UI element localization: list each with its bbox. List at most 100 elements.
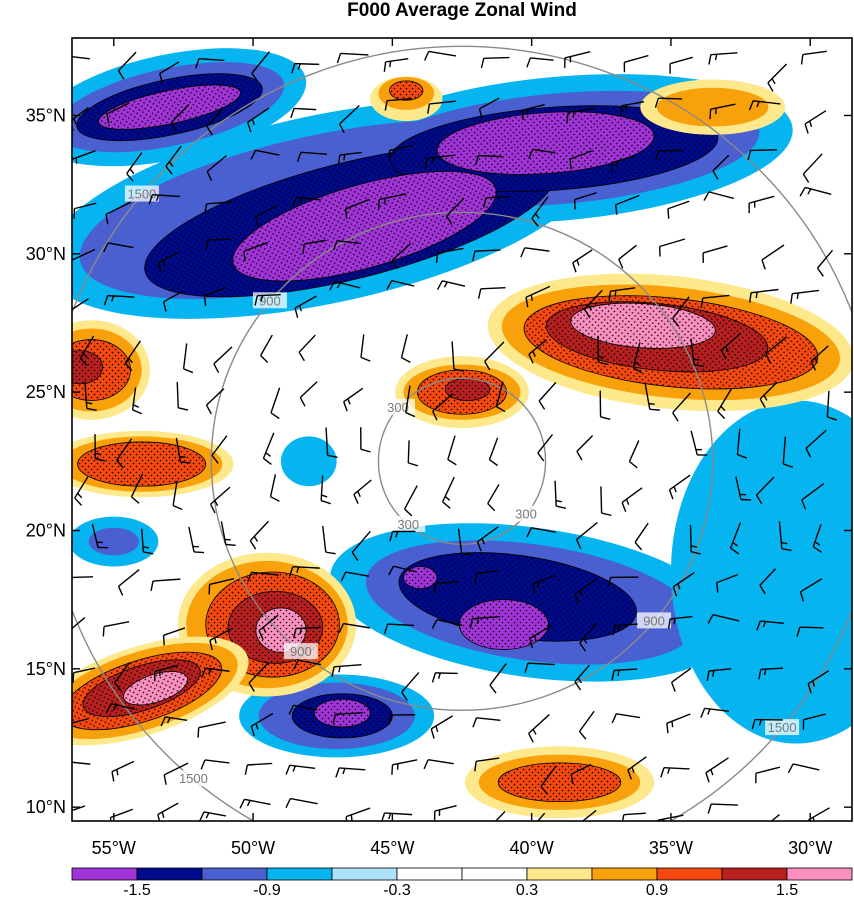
wind-barb [608, 287, 636, 302]
range-label-bg [252, 292, 287, 309]
wind-barb [296, 151, 327, 162]
range-circle-label: 900 [643, 613, 665, 628]
wind-barb [337, 151, 362, 166]
wind-barb [336, 52, 369, 64]
wind-barb [474, 154, 503, 166]
wind-barb [476, 526, 499, 552]
wind-barb [294, 295, 317, 318]
wind-barb [802, 713, 826, 730]
wind-barb [801, 483, 825, 510]
wind-barb [353, 479, 372, 504]
wind-barb [666, 713, 691, 734]
wind-barb [130, 473, 144, 504]
wind-barb [751, 718, 783, 730]
wind-barb [243, 241, 269, 262]
range-circle-300 [377, 377, 547, 546]
wind-barb [72, 150, 96, 170]
wind-barb [94, 434, 106, 462]
wind-barb [474, 757, 500, 772]
y-tick-label: 10°N [26, 797, 66, 817]
wind-barb [391, 759, 418, 775]
wind-barb [632, 342, 643, 374]
range-label-bg [509, 505, 544, 522]
wind-barb [800, 50, 827, 65]
range-label-bg [283, 643, 318, 660]
wind-barb [770, 813, 780, 821]
wind-barb [612, 623, 638, 636]
wind-barb [494, 810, 506, 821]
colorbar-label: -1.5 [123, 882, 151, 899]
wind-barb [72, 667, 96, 683]
wind-barb [293, 626, 321, 639]
wind-barb [790, 289, 820, 304]
wind-barb [566, 107, 596, 123]
wind-barb [250, 712, 274, 737]
wind-barb [778, 521, 792, 552]
wind-barb [667, 200, 690, 219]
wind-barb [618, 244, 637, 269]
wind-barb [623, 54, 649, 73]
wind-barb [597, 335, 609, 366]
wind-barb [200, 759, 230, 770]
wind-barb [148, 193, 180, 205]
wind-barb [574, 578, 598, 604]
wind-barb [338, 622, 370, 634]
wind-barb [220, 521, 236, 546]
wind-barb [360, 334, 371, 362]
wind-barb [176, 381, 189, 411]
wind-barb [172, 480, 183, 511]
wind-barb [159, 61, 180, 84]
wind-barb [569, 149, 593, 170]
wind-barb [292, 196, 321, 207]
wind-barb [211, 435, 228, 464]
wind-barb [160, 716, 188, 727]
wind-barb [205, 388, 225, 415]
x-tick-label: 55°W [92, 838, 136, 858]
wind-barb [423, 759, 454, 770]
wind-barb [599, 390, 611, 420]
wind-barb [572, 249, 593, 273]
wind-barb [288, 704, 318, 715]
wind-barb [206, 108, 224, 136]
wind-barb [812, 524, 822, 553]
wind-barb [804, 110, 827, 134]
wind-barb [611, 713, 641, 724]
wind-barb [670, 667, 692, 692]
wind-barb [708, 52, 738, 65]
wind-barb [203, 286, 227, 306]
wind-barb [755, 476, 775, 504]
wind-region [88, 527, 139, 556]
wind-barb [581, 809, 597, 821]
wind-barb [480, 56, 510, 69]
significance-stipple [445, 378, 490, 401]
wind-barb [195, 57, 225, 69]
wind-barb [537, 434, 554, 462]
significance-stipple [123, 671, 188, 705]
wind-barb [607, 576, 639, 588]
wind-barb [441, 476, 455, 509]
significance-stipple [459, 599, 549, 650]
wind-barb [621, 487, 643, 512]
wind-barb [162, 627, 186, 646]
colorbar-swatch [656, 867, 723, 881]
wind-barb [472, 249, 501, 262]
y-tick-label: 35°N [26, 105, 66, 125]
wind-barb [447, 435, 457, 466]
wind-barb [796, 626, 824, 638]
wind-barb [457, 528, 472, 556]
wind-barb [807, 807, 830, 821]
significance-stipple [389, 80, 423, 101]
wind-barb [170, 103, 190, 132]
wind-barb [802, 153, 823, 183]
wind-barb [72, 298, 89, 311]
wind-barb [810, 345, 829, 371]
wind-barb [627, 756, 647, 780]
wind-barb [703, 191, 734, 201]
wind-barb [270, 387, 281, 420]
wind-barb [204, 201, 233, 214]
wind-barb [574, 664, 590, 691]
colorbar-swatch [526, 867, 593, 881]
wind-barb [660, 767, 690, 778]
wind-barb [289, 565, 320, 577]
wind-barb [262, 432, 275, 465]
